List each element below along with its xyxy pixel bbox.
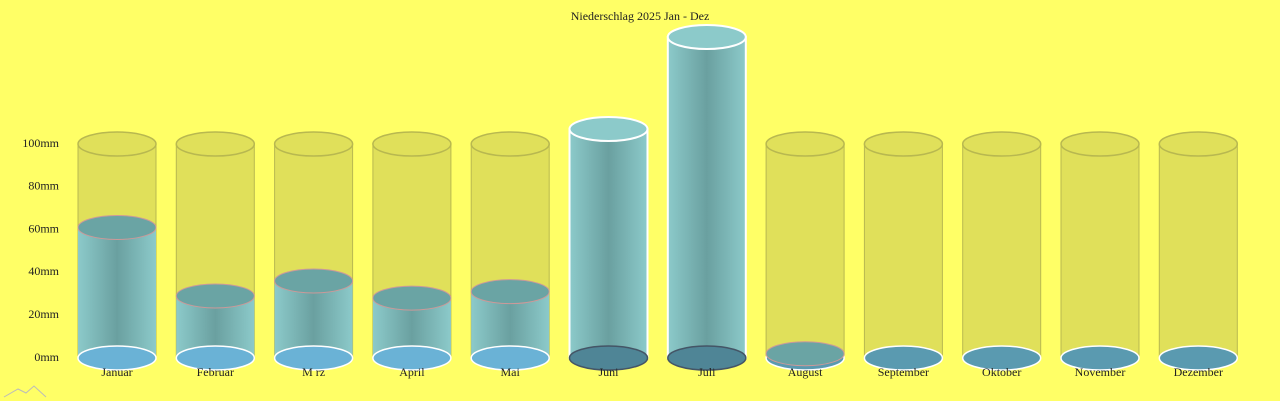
tube-top [372, 131, 452, 157]
y-tick-label: 20mm [28, 307, 59, 321]
tube [1158, 143, 1238, 359]
x-tick-label: November [1075, 365, 1126, 379]
y-tick-label: 0mm [34, 350, 59, 364]
bar-bottom [470, 345, 550, 371]
x-tick-label: Februar [197, 365, 234, 379]
tube-top [863, 131, 944, 157]
bar-bottom [961, 345, 1042, 371]
x-tick-label: Juli [698, 365, 716, 379]
tube-top [765, 131, 845, 157]
x-tick-label: September [878, 365, 929, 379]
bar-bottom [568, 345, 649, 371]
tube-top [175, 131, 256, 157]
bar-top [666, 24, 747, 50]
x-tick-label: Mai [501, 365, 521, 379]
x-tick-label: August [788, 365, 823, 379]
y-tick-label: 80mm [28, 179, 59, 193]
tube [863, 143, 943, 359]
bar-top [372, 285, 452, 311]
bar-bottom [77, 345, 157, 371]
y-tick-label: 60mm [28, 221, 59, 235]
bar-top [568, 116, 649, 143]
tube [962, 143, 1042, 359]
bar-top [765, 341, 845, 367]
y-tick-label: 40mm [28, 264, 59, 278]
x-tick-label: Januar [101, 365, 132, 379]
bar [78, 227, 156, 358]
bar-top [175, 283, 255, 309]
x-tick-label: Dezember [1174, 365, 1223, 379]
bar-top [77, 214, 157, 240]
bar [666, 36, 747, 359]
y-tick-label: 100mm [22, 136, 59, 150]
x-tick-label: April [399, 365, 425, 379]
tube-top [1158, 131, 1239, 157]
tube-top [77, 131, 157, 157]
tube [765, 143, 845, 359]
bar-bottom [863, 345, 944, 371]
bar-bottom [1158, 345, 1239, 371]
bar [568, 128, 649, 359]
bar-bottom [372, 345, 452, 371]
x-tick-label: Oktober [982, 365, 1021, 379]
x-tick-label: M rz [302, 365, 325, 379]
bar-bottom [1060, 345, 1140, 371]
logo [3, 385, 47, 398]
bar-bottom [175, 345, 256, 371]
tube-top [273, 131, 354, 157]
bar-top [470, 279, 550, 305]
x-tick-label: Juni [598, 365, 619, 379]
bar-bottom [273, 345, 354, 371]
tube-top [470, 131, 550, 157]
bar-bottom [667, 345, 747, 371]
tube-top [961, 131, 1042, 157]
bar [274, 280, 353, 358]
bar-top [274, 268, 354, 294]
chart-title: Niederschlag 2025 Jan - Dez [571, 9, 710, 23]
tube [1060, 143, 1140, 359]
tube-top [1060, 131, 1140, 157]
